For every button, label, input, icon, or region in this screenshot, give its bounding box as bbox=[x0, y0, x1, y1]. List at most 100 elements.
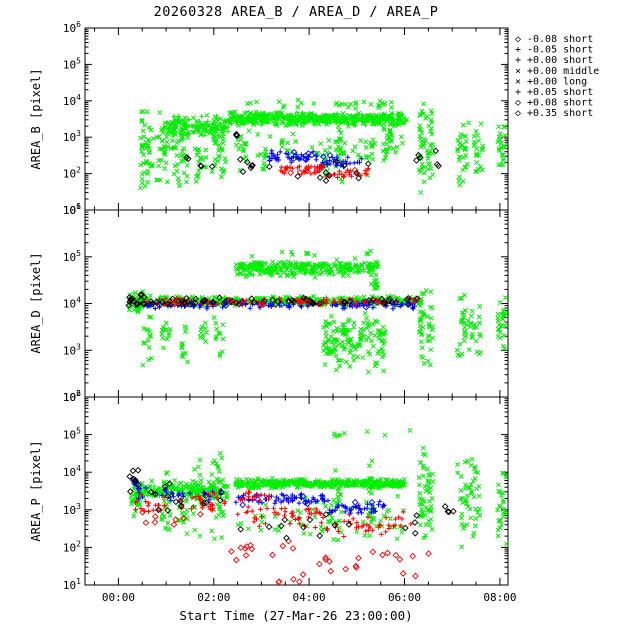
x-tick-label: 00:00 bbox=[102, 591, 135, 604]
scatter-series bbox=[164, 113, 231, 139]
y-tick-label: 102 bbox=[63, 166, 81, 181]
x-tick-label: 04:00 bbox=[293, 591, 326, 604]
scatter-series bbox=[416, 101, 436, 196]
x-tick-label: 06:00 bbox=[388, 591, 421, 604]
scatter-series bbox=[233, 128, 405, 161]
scatter-series bbox=[290, 148, 334, 164]
legend-label: +0.05 short bbox=[527, 87, 593, 98]
legend: ◇ -0.08 short + -0.05 short + +0.00 short × +0.… bbox=[515, 34, 599, 119]
scatter-series bbox=[238, 489, 272, 504]
legend-symbol-d-icon: ◇ bbox=[515, 98, 521, 109]
y-tick-label: 104 bbox=[63, 93, 81, 108]
scatter-series bbox=[159, 320, 173, 351]
scatter-series bbox=[239, 493, 376, 509]
scatter-series bbox=[454, 456, 483, 550]
y-tick-label: 106 bbox=[63, 389, 81, 404]
scatter-series bbox=[416, 288, 436, 368]
legend-label: +0.00 long bbox=[527, 76, 587, 87]
scatter-series bbox=[454, 292, 483, 359]
scatter-series bbox=[455, 120, 471, 188]
x-tick-label: 02:00 bbox=[197, 591, 230, 604]
scatter-series bbox=[355, 310, 388, 375]
scatter-series bbox=[235, 504, 326, 530]
y-tick-label: 105 bbox=[63, 249, 81, 264]
scatter-series bbox=[126, 466, 142, 495]
scatter-series bbox=[233, 491, 331, 506]
legend-label: -0.08 short bbox=[527, 34, 593, 45]
scatter-series bbox=[368, 277, 380, 292]
panel-2: 101 102 103 104 105 106 00:00 02:00 04:00 06:00 08… bbox=[63, 389, 517, 604]
scatter-series bbox=[321, 313, 358, 373]
scatter-series bbox=[197, 320, 210, 345]
scatter-series bbox=[495, 295, 508, 351]
y-tick-label: 105 bbox=[63, 427, 81, 442]
scatter-series bbox=[138, 109, 156, 191]
y-axis-label-area-p: AREA_P [pixel] bbox=[29, 440, 43, 541]
scatter-series bbox=[237, 511, 421, 542]
y-axis-label-area-b: AREA_B [pixel] bbox=[29, 68, 43, 169]
scatter-series bbox=[147, 480, 225, 514]
scatter-series bbox=[236, 260, 376, 278]
scatter-series bbox=[183, 154, 273, 176]
legend-symbol-p-icon: + bbox=[515, 45, 521, 56]
y-tick-label: 106 bbox=[63, 20, 81, 35]
y-tick-label: 103 bbox=[63, 129, 81, 144]
y-tick-label: 103 bbox=[63, 502, 81, 517]
y-tick-label: 105 bbox=[63, 56, 81, 71]
scatter-series bbox=[228, 537, 297, 564]
chart-title: 20260328 AREA_B / AREA_D / AREA_P bbox=[154, 4, 439, 20]
scatter-series bbox=[495, 124, 508, 168]
scatter-series bbox=[209, 450, 226, 542]
scatter-series bbox=[136, 485, 224, 503]
legend-label: +0.35 short bbox=[527, 108, 593, 119]
legend-label: +0.00 middle bbox=[527, 66, 599, 77]
scatter-series bbox=[245, 97, 394, 111]
legend-symbol-p-icon: + bbox=[515, 87, 521, 98]
scatter-series bbox=[413, 147, 442, 170]
y-tick-label: 102 bbox=[63, 539, 81, 554]
scatter-series bbox=[275, 571, 307, 586]
legend-symbol-x-icon: × bbox=[515, 76, 521, 87]
scatter-series bbox=[471, 121, 486, 175]
scatter-series bbox=[249, 248, 374, 261]
scatter-series bbox=[237, 133, 249, 173]
x-axis-label: Start Time (27-Mar-26 23:00:00) bbox=[179, 608, 412, 623]
scatter-series bbox=[258, 146, 269, 172]
legend-symbol-p-icon: + bbox=[515, 55, 521, 66]
plot-layers: 1011021031041051061021031041051061011021… bbox=[63, 20, 517, 604]
scatter-series bbox=[209, 118, 228, 180]
y-tick-label: 104 bbox=[63, 296, 81, 311]
scatter-series bbox=[179, 323, 190, 365]
scatter-series bbox=[363, 137, 376, 178]
legend-symbol-x-icon: × bbox=[515, 66, 521, 77]
legend-label: +0.08 short bbox=[527, 98, 593, 109]
legend-symbol-d-icon: ◇ bbox=[515, 108, 521, 119]
scatter-series bbox=[171, 297, 382, 308]
y-tick-label: 103 bbox=[63, 342, 81, 357]
y-tick-label: 106 bbox=[63, 202, 81, 217]
scatter-series bbox=[495, 470, 509, 547]
legend-symbol-d-icon: ◇ bbox=[515, 34, 521, 45]
scatter-series bbox=[287, 166, 359, 177]
scatter-series bbox=[139, 508, 204, 528]
scatter-series bbox=[315, 548, 432, 580]
scatter-series bbox=[323, 509, 414, 539]
scatter-series bbox=[226, 109, 408, 129]
scatter-series bbox=[156, 298, 412, 311]
scatter-series bbox=[327, 499, 387, 516]
scatter-series bbox=[125, 290, 148, 309]
scatter-series bbox=[416, 445, 436, 541]
y-tick-label: 104 bbox=[63, 464, 81, 479]
panel-box bbox=[84, 396, 509, 586]
scatter-series bbox=[324, 166, 371, 180]
scatter-series bbox=[294, 158, 372, 185]
y-tick-label: 101 bbox=[63, 577, 81, 592]
scatter-series bbox=[211, 315, 226, 359]
legend-label: +0.00 short bbox=[527, 55, 593, 66]
scatter-series bbox=[441, 503, 457, 516]
scatter-series bbox=[331, 428, 413, 439]
